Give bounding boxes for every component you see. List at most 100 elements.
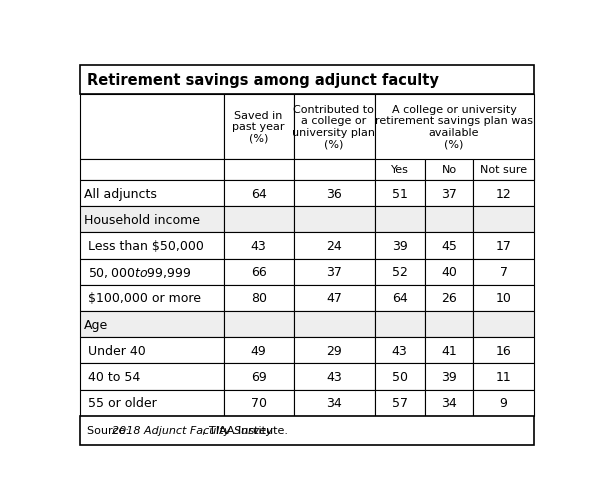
Bar bbox=[293, 95, 375, 159]
Bar bbox=[425, 159, 473, 181]
Bar bbox=[473, 207, 534, 233]
Text: 37: 37 bbox=[326, 266, 342, 279]
Bar bbox=[293, 207, 375, 233]
Text: 24: 24 bbox=[326, 239, 342, 253]
Text: 40: 40 bbox=[442, 266, 457, 279]
Bar bbox=[80, 159, 224, 181]
Text: 51: 51 bbox=[392, 187, 407, 200]
Text: 34: 34 bbox=[326, 396, 342, 409]
Bar bbox=[293, 312, 375, 338]
Bar bbox=[293, 390, 375, 416]
Bar bbox=[425, 181, 473, 207]
Bar bbox=[473, 285, 534, 312]
Bar bbox=[224, 390, 293, 416]
Text: 41: 41 bbox=[442, 344, 457, 357]
Text: 50: 50 bbox=[392, 370, 408, 383]
Bar bbox=[375, 181, 425, 207]
Text: 57: 57 bbox=[392, 396, 408, 409]
Text: Contributed to
a college or
university plan
(%): Contributed to a college or university p… bbox=[292, 105, 376, 149]
Bar bbox=[425, 390, 473, 416]
Bar bbox=[293, 233, 375, 259]
Text: Retirement savings among adjunct faculty: Retirement savings among adjunct faculty bbox=[86, 73, 439, 88]
Bar bbox=[80, 95, 224, 159]
Text: 34: 34 bbox=[442, 396, 457, 409]
Text: Source:: Source: bbox=[86, 425, 132, 435]
Bar bbox=[425, 259, 473, 285]
Bar bbox=[473, 364, 534, 390]
Bar bbox=[80, 181, 224, 207]
Bar bbox=[293, 159, 375, 181]
Bar bbox=[224, 338, 293, 364]
Bar bbox=[224, 159, 293, 181]
Text: 7: 7 bbox=[500, 266, 508, 279]
Bar bbox=[80, 312, 224, 338]
Bar bbox=[375, 285, 425, 312]
Text: 12: 12 bbox=[496, 187, 511, 200]
Bar bbox=[293, 181, 375, 207]
Text: 47: 47 bbox=[326, 292, 342, 305]
Text: , TIAA Institute.: , TIAA Institute. bbox=[202, 425, 288, 435]
Bar bbox=[224, 259, 293, 285]
Text: 80: 80 bbox=[251, 292, 266, 305]
Text: Less than $50,000: Less than $50,000 bbox=[88, 239, 204, 253]
Bar bbox=[224, 95, 293, 159]
Bar bbox=[293, 364, 375, 390]
Text: 26: 26 bbox=[442, 292, 457, 305]
Text: 66: 66 bbox=[251, 266, 266, 279]
Bar bbox=[224, 312, 293, 338]
Bar bbox=[425, 364, 473, 390]
Bar bbox=[80, 259, 224, 285]
Text: 69: 69 bbox=[251, 370, 266, 383]
Text: 37: 37 bbox=[442, 187, 457, 200]
Bar bbox=[425, 285, 473, 312]
Bar bbox=[375, 159, 425, 181]
Bar bbox=[375, 259, 425, 285]
Bar bbox=[375, 312, 425, 338]
Text: 49: 49 bbox=[251, 344, 266, 357]
Text: 2018 Adjunct Faculty Survey: 2018 Adjunct Faculty Survey bbox=[112, 425, 273, 435]
Bar bbox=[473, 159, 534, 181]
Text: 29: 29 bbox=[326, 344, 342, 357]
Bar bbox=[473, 338, 534, 364]
Text: Yes: Yes bbox=[391, 165, 409, 175]
Text: 36: 36 bbox=[326, 187, 342, 200]
Bar bbox=[425, 233, 473, 259]
Bar bbox=[375, 233, 425, 259]
Bar bbox=[80, 364, 224, 390]
Text: 10: 10 bbox=[496, 292, 512, 305]
Bar bbox=[293, 285, 375, 312]
Text: 43: 43 bbox=[251, 239, 266, 253]
Bar bbox=[473, 390, 534, 416]
Text: Household income: Household income bbox=[84, 213, 200, 226]
Text: Under 40: Under 40 bbox=[88, 344, 146, 357]
Bar bbox=[80, 233, 224, 259]
Text: 64: 64 bbox=[392, 292, 407, 305]
Text: Age: Age bbox=[84, 318, 109, 331]
Bar bbox=[473, 233, 534, 259]
Text: 55 or older: 55 or older bbox=[88, 396, 157, 409]
Text: 52: 52 bbox=[392, 266, 407, 279]
Bar bbox=[375, 207, 425, 233]
Text: 40 to 54: 40 to 54 bbox=[88, 370, 140, 383]
Text: 43: 43 bbox=[392, 344, 407, 357]
Bar bbox=[473, 259, 534, 285]
Text: 45: 45 bbox=[442, 239, 457, 253]
Text: 64: 64 bbox=[251, 187, 266, 200]
Text: Not sure: Not sure bbox=[480, 165, 527, 175]
Text: 9: 9 bbox=[500, 396, 508, 409]
Bar bbox=[224, 364, 293, 390]
Bar bbox=[375, 338, 425, 364]
Bar bbox=[375, 364, 425, 390]
Text: 17: 17 bbox=[496, 239, 512, 253]
Text: 39: 39 bbox=[392, 239, 407, 253]
Bar bbox=[80, 207, 224, 233]
Bar bbox=[224, 285, 293, 312]
Bar bbox=[425, 312, 473, 338]
Text: No: No bbox=[442, 165, 457, 175]
Bar bbox=[224, 207, 293, 233]
Bar bbox=[473, 181, 534, 207]
Bar bbox=[425, 338, 473, 364]
Bar bbox=[80, 416, 534, 445]
Text: 16: 16 bbox=[496, 344, 511, 357]
Text: $50,000 to $99,999: $50,000 to $99,999 bbox=[88, 265, 191, 279]
